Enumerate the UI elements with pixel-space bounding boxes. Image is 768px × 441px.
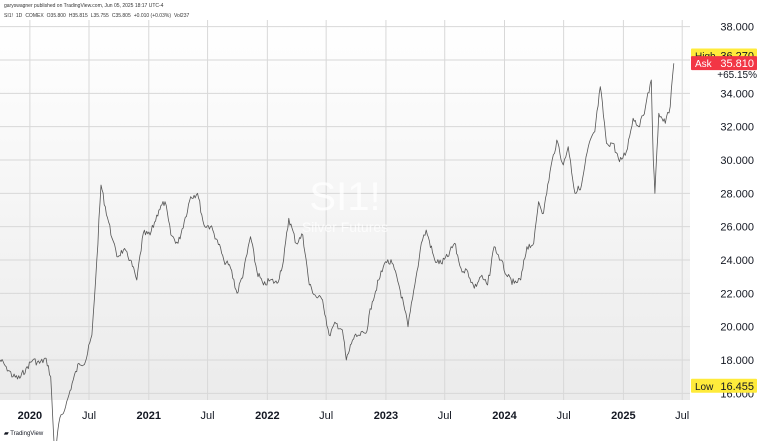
tradingview-brand[interactable]: ▰ TradingView <box>4 430 43 437</box>
publisher-info: garyswagner published on TradingView.com… <box>4 3 164 9</box>
y-tick-label: 34.000 <box>720 88 754 100</box>
y-tick-label: 38.000 <box>720 22 754 34</box>
ask-marker-bg <box>691 56 757 71</box>
close-value: C35.805 <box>111 13 131 19</box>
time-axis[interactable]: 2020 Jul 2021 Jul 2022 Jul 2023 Jul 2024 Jul 2025 J… <box>18 410 690 422</box>
y-tick-label: 30.000 <box>720 155 754 167</box>
x-tick-label: 2024 <box>492 410 517 422</box>
open-value: O35.800 <box>46 13 66 19</box>
price-axis[interactable]: 38.00036.00034.00032.00030.00028.00026.0… <box>720 22 754 401</box>
x-tick-label: Jul <box>675 410 689 422</box>
y-tick-label: 18.000 <box>720 355 754 367</box>
watermark-symbol: SI1! <box>309 175 380 219</box>
x-tick-label: 2021 <box>137 410 161 422</box>
symbol-watermark: SI1! Silver Futures <box>302 175 388 235</box>
brand-name: TradingView <box>10 431 44 437</box>
x-tick-label: 2020 <box>18 410 42 422</box>
low-marker-label: Low <box>695 382 714 393</box>
tradingview-logo-icon: ▰ <box>4 431 9 437</box>
y-tick-label: 28.000 <box>720 188 754 200</box>
x-tick-label: 2023 <box>374 410 398 422</box>
low-marker-value: 16.455 <box>720 381 754 393</box>
x-tick-label: Jul <box>201 410 215 422</box>
y-tick-label: 24.000 <box>720 255 754 267</box>
low-marker: Low 16.455 <box>691 378 757 393</box>
exchange-label: COMEX <box>25 13 44 19</box>
symbol-code[interactable]: SI1! <box>4 13 13 19</box>
change-value: +0.010 (+0.03%) <box>133 13 171 19</box>
interval-label[interactable]: 1D <box>15 13 23 19</box>
y-tick-label: 32.000 <box>720 122 754 134</box>
plot-background <box>0 20 690 400</box>
volume-value: Vol237 <box>173 13 190 19</box>
high-value: H35.815 <box>68 13 88 19</box>
x-tick-label: Jul <box>82 410 96 422</box>
ask-marker: Ask 35.810 <box>691 56 757 71</box>
ask-marker-label: Ask <box>695 59 713 70</box>
y-tick-label: 20.000 <box>720 322 754 334</box>
price-series <box>0 63 675 441</box>
x-tick-label: Jul <box>438 410 452 422</box>
symbol-ohlc-line: SI1! 1D COMEX O35.800 H35.815 L35.755 C35.805 +… <box>4 13 192 19</box>
low-value: L35.755 <box>90 13 109 19</box>
x-tick-label: 2025 <box>611 410 635 422</box>
low-marker-bg <box>691 378 757 393</box>
x-tick-label: Jul <box>557 410 571 422</box>
percent-change-label: +65.15% <box>717 70 757 81</box>
grid-lines <box>0 20 690 400</box>
watermark-name: Silver Futures <box>302 219 388 235</box>
x-tick-label: 2022 <box>255 410 279 422</box>
price-line-path <box>0 63 675 441</box>
x-tick-label: Jul <box>319 410 333 422</box>
y-tick-label: 22.000 <box>720 288 754 300</box>
y-tick-label: 26.000 <box>720 222 754 234</box>
ask-marker-value: 35.810 <box>720 58 754 70</box>
